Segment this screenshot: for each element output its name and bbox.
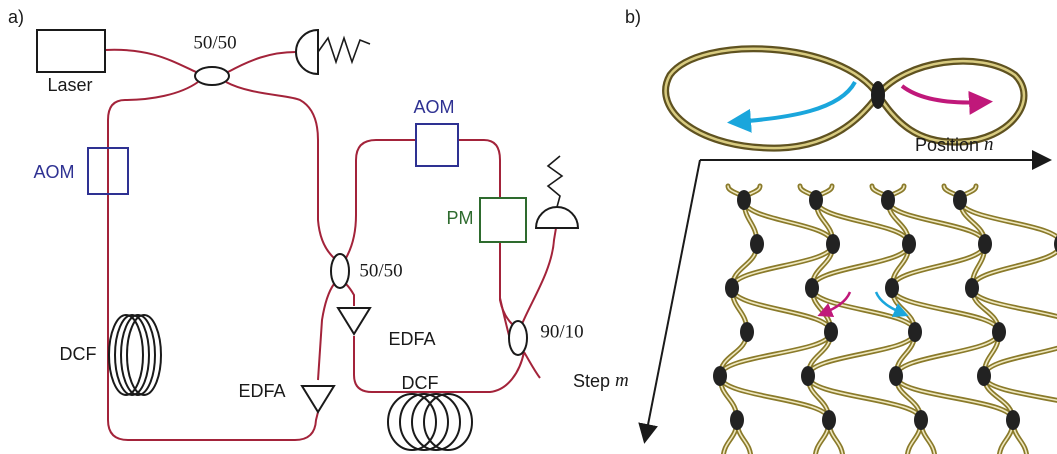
edfa-label: EDFA [238,381,285,401]
beam-splitter [953,190,967,210]
coupler-label: 50/50 [359,260,402,281]
pm-box [480,198,526,242]
beam-splitter [805,278,819,298]
lattice [713,186,1057,454]
axis-variable: m [615,370,629,391]
beam-splitter [978,234,992,254]
figure: a) Laser 50/50 AOM DCF ED [0,0,1057,454]
beam-splitter [824,322,838,342]
aom-label: AOM [33,162,74,182]
amplifier [302,386,334,412]
aom-box [416,124,458,166]
ring-loop [666,49,1024,148]
beam-splitter [809,190,823,210]
beam-splitter [750,234,764,254]
beam-splitter [902,234,916,254]
dcf-spool [388,394,472,450]
beam-splitter [713,366,727,386]
direction-arrow [735,82,855,122]
coupler-label: 90/10 [540,321,583,342]
beam-splitter [737,190,751,210]
amplifier [338,308,370,334]
coupler-label: 50/50 [193,32,236,53]
beam-splitter [826,234,840,254]
pm-label: PM [447,208,474,228]
coupler [331,254,349,288]
step-axis [645,160,700,440]
laser-box [37,30,105,72]
beam-splitter [914,410,928,430]
beam-splitter [725,278,739,298]
beam-splitter [730,410,744,430]
dcf-label: DCF [402,373,439,393]
coupler [195,67,229,85]
axis-variable: n [984,134,994,155]
axis-text: Step [573,371,610,391]
fibers [105,50,556,440]
dcf-label: DCF [60,344,97,364]
beam-splitter [965,278,979,298]
detector [536,207,578,228]
signal-wave [318,38,370,62]
beam-splitter [889,366,903,386]
beam-splitter [822,410,836,430]
dcf-spool [109,315,161,395]
beam-splitter [1006,410,1020,430]
axis-text: Position [915,135,979,155]
direction-arrow [902,86,985,102]
panel-a: a) Laser 50/50 AOM DCF ED [8,7,584,450]
beam-splitter [908,322,922,342]
coupler [509,321,527,355]
panel-label: a) [8,7,24,27]
panel-label: b) [625,7,641,27]
signal-wave [548,156,562,207]
beam-splitter [977,366,991,386]
edfa-label: EDFA [388,329,435,349]
laser-label: Laser [47,75,92,95]
detector [296,30,318,74]
beam-splitter [885,278,899,298]
beam-splitter [992,322,1006,342]
beam-splitter [740,322,754,342]
aom-label: AOM [413,97,454,117]
beam-splitter [881,190,895,210]
beam-splitter [801,366,815,386]
